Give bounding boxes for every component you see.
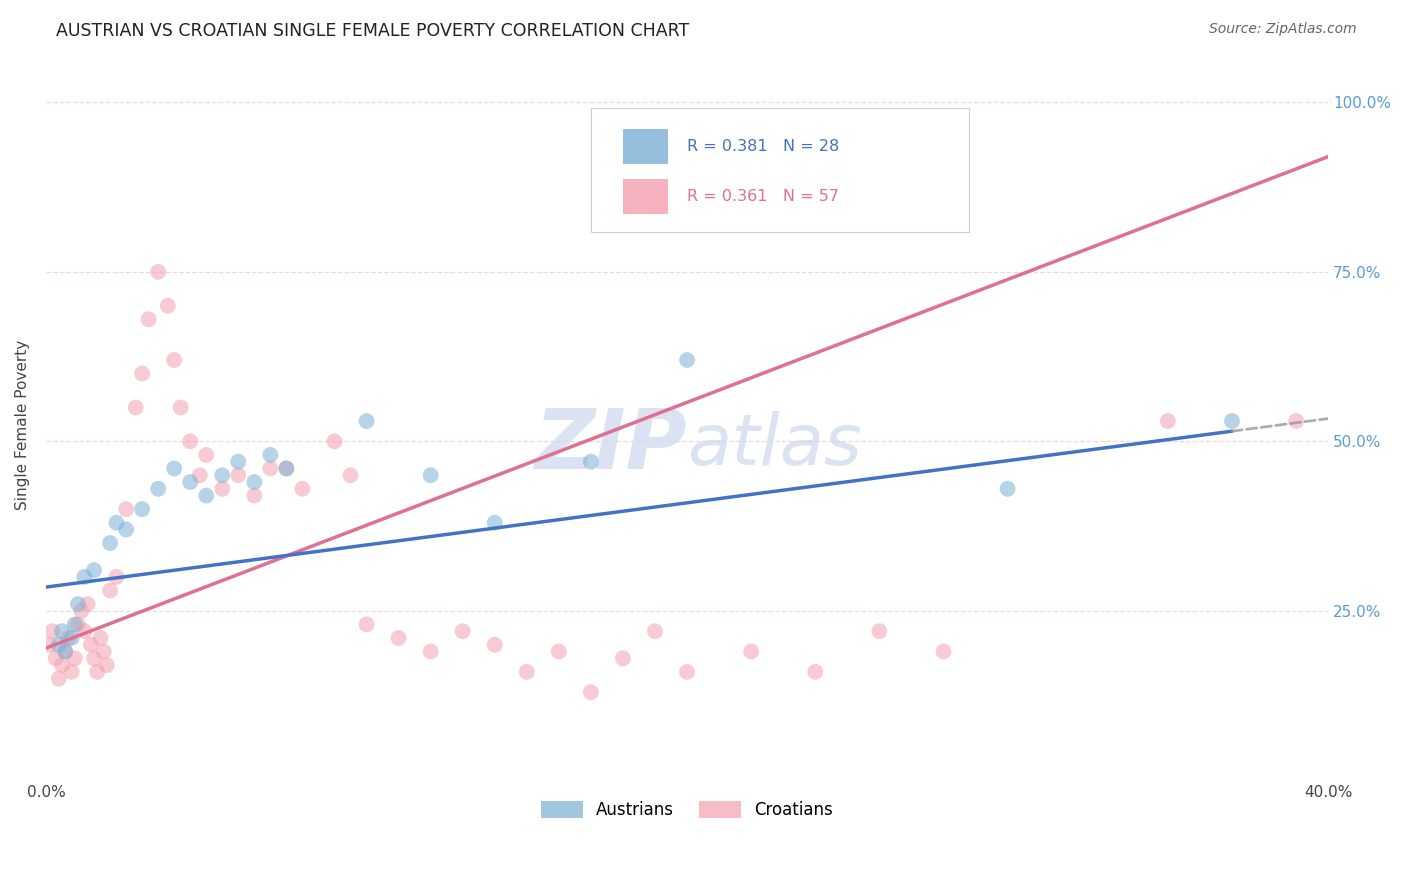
Point [66, 617, 89, 632]
Point [70, 604, 93, 618]
Point [45, 651, 67, 665]
Text: Source: ZipAtlas.com: Source: ZipAtlas.com [1209, 22, 1357, 37]
Text: ZIP: ZIP [534, 405, 688, 486]
Point [115, 502, 138, 516]
Point [195, 489, 218, 503]
FancyBboxPatch shape [623, 129, 668, 164]
Text: R = 0.361   N = 57: R = 0.361 N = 57 [688, 189, 839, 204]
Point [579, 455, 602, 469]
Point [419, 468, 441, 483]
Point [131, 367, 153, 381]
Point [86, 665, 108, 679]
Text: R = 0.381   N = 28: R = 0.381 N = 28 [688, 139, 839, 154]
Point [80, 638, 103, 652]
Point [53, 644, 76, 658]
Point [676, 665, 699, 679]
Point [125, 401, 148, 415]
Point [211, 468, 233, 483]
Legend: Austrians, Croatians: Austrians, Croatians [534, 794, 839, 825]
Point [484, 638, 506, 652]
Point [51, 658, 73, 673]
Point [73, 570, 96, 584]
Point [516, 665, 538, 679]
Point [226, 468, 249, 483]
Point [484, 516, 506, 530]
Point [195, 448, 218, 462]
Point [740, 644, 762, 658]
Point [53, 644, 76, 658]
Point [419, 644, 441, 658]
Point [188, 468, 211, 483]
Point [323, 434, 346, 449]
Point [169, 401, 191, 415]
Point [98, 536, 121, 550]
Point [115, 523, 138, 537]
Text: atlas: atlas [688, 411, 862, 480]
Point [60, 665, 83, 679]
Point [1285, 414, 1308, 428]
Point [644, 624, 666, 639]
Point [48, 672, 70, 686]
Point [226, 455, 249, 469]
FancyBboxPatch shape [591, 108, 969, 232]
Point [387, 631, 409, 645]
Point [259, 461, 281, 475]
Point [612, 651, 634, 665]
Point [451, 624, 474, 639]
Point [60, 631, 83, 645]
Point [38, 638, 60, 652]
Point [41, 624, 63, 639]
Point [146, 482, 169, 496]
Point [276, 461, 298, 475]
Point [63, 617, 86, 632]
Point [932, 644, 955, 658]
Point [163, 461, 186, 475]
Text: AUSTRIAN VS CROATIAN SINGLE FEMALE POVERTY CORRELATION CHART: AUSTRIAN VS CROATIAN SINGLE FEMALE POVER… [56, 22, 689, 40]
FancyBboxPatch shape [623, 178, 668, 214]
Point [259, 448, 281, 462]
Point [211, 482, 233, 496]
Y-axis label: Single Female Poverty: Single Female Poverty [15, 339, 30, 509]
Point [163, 353, 186, 368]
Point [63, 651, 86, 665]
Point [58, 631, 80, 645]
Point [131, 502, 153, 516]
Point [579, 685, 602, 699]
Point [146, 265, 169, 279]
Point [356, 414, 378, 428]
Point [179, 475, 201, 489]
Point [868, 624, 890, 639]
Point [73, 624, 96, 639]
Point [105, 516, 128, 530]
Point [83, 651, 105, 665]
Point [356, 617, 378, 632]
Point [83, 563, 105, 577]
Point [547, 644, 569, 658]
Point [243, 489, 266, 503]
Point [89, 631, 111, 645]
Point [48, 638, 70, 652]
Point [156, 299, 179, 313]
Point [138, 312, 160, 326]
Point [997, 482, 1019, 496]
Point [93, 644, 115, 658]
Point [291, 482, 314, 496]
Point [76, 597, 98, 611]
Point [51, 624, 73, 639]
Point [676, 353, 699, 368]
Point [105, 570, 128, 584]
Point [1157, 414, 1180, 428]
Point [66, 597, 89, 611]
Point [1220, 414, 1243, 428]
Point [804, 665, 827, 679]
Point [179, 434, 201, 449]
Point [96, 658, 118, 673]
Point [243, 475, 266, 489]
Point [339, 468, 361, 483]
Point [276, 461, 298, 475]
Point [98, 583, 121, 598]
